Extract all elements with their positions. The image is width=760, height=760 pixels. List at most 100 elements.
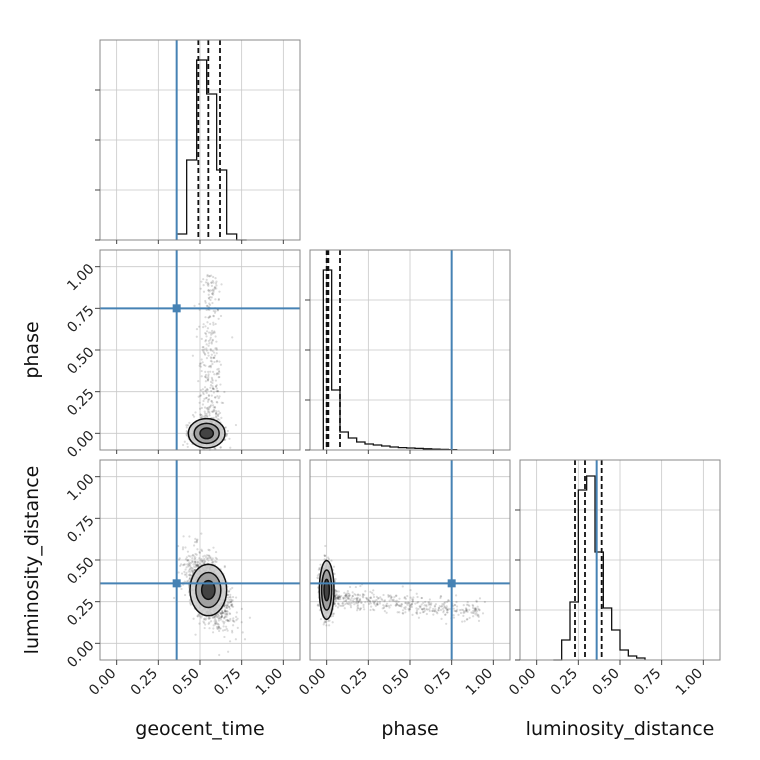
sample-point — [207, 316, 210, 319]
panel-hist-phase — [309, 249, 511, 451]
sample-point — [194, 566, 197, 569]
sample-point — [207, 289, 210, 292]
sample-point — [212, 275, 215, 279]
sample-point — [401, 612, 404, 615]
sample-point — [218, 290, 221, 293]
sample-point — [204, 370, 207, 373]
sample-point — [214, 282, 218, 285]
sample-point — [225, 612, 228, 616]
sample-point — [462, 611, 465, 614]
sample-point — [212, 546, 215, 549]
sample-point — [241, 631, 244, 634]
sample-point — [201, 361, 204, 364]
sample-point — [207, 406, 210, 409]
sample-point — [443, 606, 446, 609]
sample-point — [209, 380, 213, 384]
sample-point — [446, 611, 449, 614]
sample-point — [215, 384, 218, 387]
sample-point — [359, 607, 362, 610]
sample-point — [206, 388, 209, 391]
sample-point — [208, 549, 211, 552]
sample-point — [227, 596, 230, 599]
sample-point — [212, 406, 215, 409]
sample-point — [206, 283, 209, 286]
sample-point — [204, 412, 207, 415]
sample-point — [220, 283, 223, 286]
sample-point — [213, 388, 216, 391]
sample-point — [213, 330, 216, 333]
sample-point — [186, 563, 189, 566]
sample-point — [212, 408, 215, 412]
sample-point — [219, 446, 222, 449]
sample-point — [201, 388, 205, 391]
sample-point — [218, 375, 221, 379]
sample-point — [218, 371, 221, 374]
sample-point — [189, 601, 192, 605]
sample-point — [375, 598, 378, 602]
sample-point — [188, 577, 191, 580]
sample-point — [193, 540, 197, 544]
sample-point — [477, 615, 480, 619]
sample-point — [215, 360, 218, 363]
sample-point — [191, 413, 195, 417]
sample-point — [188, 599, 192, 602]
sample-point — [229, 588, 232, 591]
y-tick-label: 0.00 — [64, 638, 97, 671]
sample-point — [211, 410, 214, 413]
sample-point — [209, 384, 213, 387]
sample-point — [210, 274, 213, 277]
x-tick-label: 0.75 — [631, 666, 664, 699]
sample-point — [220, 612, 223, 615]
sample-point — [195, 564, 198, 567]
sample-point — [348, 603, 351, 606]
x-axis-title-phase: phase — [381, 718, 438, 740]
sample-point — [189, 566, 192, 569]
sample-point — [465, 603, 469, 606]
sample-point — [209, 386, 212, 389]
sample-point — [317, 568, 321, 571]
sample-point — [196, 538, 199, 541]
sample-point — [225, 619, 228, 622]
sample-point — [205, 357, 209, 360]
sample-point — [414, 602, 417, 605]
sample-point — [216, 359, 219, 362]
sample-point — [407, 601, 410, 604]
sample-point — [204, 373, 208, 377]
sample-point — [338, 604, 341, 607]
sample-point — [220, 416, 223, 419]
sample-point — [205, 349, 208, 352]
sample-point — [186, 445, 189, 449]
sample-point — [198, 407, 202, 410]
sample-point — [200, 406, 203, 410]
sample-point — [415, 607, 418, 610]
sample-point — [211, 387, 214, 390]
sample-point — [178, 557, 181, 560]
histogram-step-phase — [322, 269, 458, 451]
sample-point — [210, 357, 213, 360]
sample-point — [316, 576, 319, 579]
sample-point — [353, 603, 356, 606]
sample-point — [398, 597, 401, 600]
sample-point — [322, 623, 325, 626]
sample-point — [209, 370, 212, 373]
sample-point — [349, 599, 352, 602]
sample-point — [203, 626, 206, 630]
sample-point — [229, 617, 232, 621]
sample-point — [446, 600, 449, 603]
sample-point — [186, 442, 189, 445]
sample-point — [440, 605, 443, 608]
sample-point — [461, 620, 464, 623]
sample-point — [199, 362, 203, 365]
sample-point — [211, 301, 214, 305]
sample-point — [428, 598, 431, 601]
sample-point — [205, 278, 208, 281]
sample-point — [397, 600, 400, 603]
sample-point — [217, 317, 220, 320]
sample-point — [327, 557, 331, 561]
sample-point — [199, 394, 203, 397]
sample-point — [462, 604, 465, 607]
sample-point — [347, 594, 350, 598]
sample-point — [200, 416, 203, 419]
sample-point — [209, 338, 212, 341]
